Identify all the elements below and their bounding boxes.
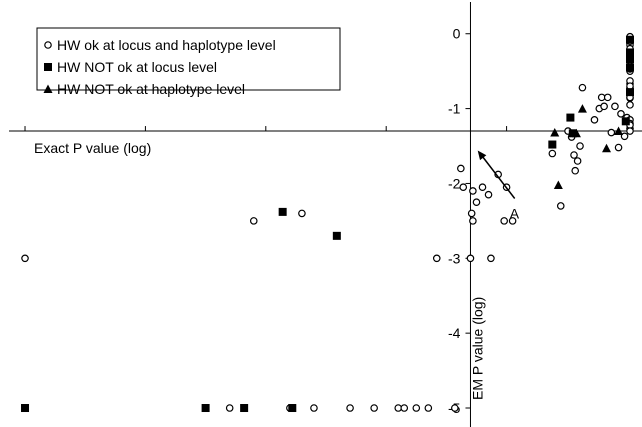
x-axis-label: Exact P value (log) bbox=[34, 140, 151, 156]
point-not-ok-locus bbox=[548, 140, 557, 149]
legend-label: HW NOT ok at locus level bbox=[57, 59, 217, 75]
legend-label: HW NOT ok at haplotype level bbox=[57, 81, 245, 97]
point-not-ok-locus bbox=[621, 117, 630, 126]
point-not-ok-haplotype bbox=[553, 180, 563, 189]
y-ticks: 0-1-2-3-4-5 bbox=[448, 26, 471, 416]
y-tick-label: 0 bbox=[453, 26, 461, 42]
y-tick-label: -4 bbox=[448, 325, 461, 341]
point-not-ok-locus bbox=[201, 404, 210, 413]
point-hw-ok bbox=[617, 110, 625, 118]
point-hw-ok bbox=[614, 143, 623, 152]
point-not-ok-locus bbox=[240, 404, 249, 413]
point-hw-ok bbox=[472, 198, 481, 206]
point-not-ok-locus bbox=[566, 113, 575, 122]
point-hw-ok bbox=[432, 254, 441, 263]
point-not-ok-haplotype bbox=[602, 143, 612, 153]
point-hw-ok bbox=[576, 142, 584, 150]
point-hw-ok bbox=[412, 404, 421, 412]
legend-marker bbox=[44, 41, 52, 49]
point-not-ok-locus bbox=[626, 88, 634, 97]
point-not-ok-locus bbox=[278, 207, 287, 216]
legend-label: HW ok at locus and haplotype level bbox=[57, 37, 276, 53]
y-tick-label: -1 bbox=[448, 101, 461, 117]
point-not-ok-locus bbox=[288, 404, 297, 413]
point-hw-ok bbox=[573, 157, 582, 165]
point-hw-ok bbox=[600, 102, 608, 111]
annotation-arrowhead bbox=[477, 150, 487, 161]
point-hw-ok bbox=[484, 190, 493, 199]
point-hw-ok bbox=[500, 217, 508, 225]
point-hw-ok bbox=[469, 217, 477, 225]
point-hw-ok bbox=[578, 83, 587, 92]
point-hw-ok bbox=[469, 187, 477, 195]
legend-items: HW ok at locus and haplotype level HW NOT… bbox=[43, 37, 276, 97]
point-not-ok-locus bbox=[21, 404, 30, 413]
annotation-arrow bbox=[481, 155, 516, 199]
point-hw-ok bbox=[548, 149, 557, 158]
point-hw-ok bbox=[556, 202, 565, 210]
point-hw-ok bbox=[626, 101, 634, 109]
point-hw-ok bbox=[370, 404, 378, 412]
point-hw-ok bbox=[603, 93, 612, 102]
point-hw-ok bbox=[424, 404, 433, 412]
legend-marker bbox=[44, 63, 52, 71]
annotation-a: A bbox=[477, 150, 520, 222]
legend-box bbox=[36, 27, 341, 91]
point-hw-ok bbox=[487, 254, 495, 263]
point-not-ok-locus bbox=[332, 231, 341, 240]
legend: HW ok at locus and haplotype level HW NOT… bbox=[36, 27, 341, 97]
point-hw-ok bbox=[310, 404, 318, 412]
axes: 0-1-2-3-4-5 bbox=[9, 2, 642, 427]
point-hw-ok bbox=[611, 102, 619, 111]
point-hw-ok bbox=[400, 404, 409, 412]
data-points bbox=[21, 32, 634, 413]
point-not-ok-locus bbox=[626, 63, 634, 72]
annotation-label: A bbox=[510, 206, 520, 222]
point-hw-ok bbox=[466, 254, 475, 263]
point-hw-ok bbox=[467, 209, 476, 218]
point-hw-ok bbox=[21, 254, 29, 263]
point-hw-ok bbox=[626, 127, 634, 135]
y-tick-label: -2 bbox=[448, 175, 461, 191]
point-hw-ok bbox=[607, 128, 616, 137]
y-axis-label: EM P value (log) bbox=[469, 297, 485, 400]
point-hw-ok bbox=[249, 217, 258, 225]
legend-marker bbox=[43, 84, 53, 93]
x-ticks bbox=[24, 126, 628, 132]
point-not-ok-locus bbox=[626, 55, 634, 64]
point-not-ok-haplotype bbox=[614, 126, 624, 136]
point-hw-ok bbox=[451, 404, 459, 412]
point-hw-ok bbox=[298, 209, 306, 218]
point-hw-ok bbox=[570, 151, 578, 159]
point-hw-ok bbox=[457, 164, 465, 173]
point-hw-ok bbox=[478, 183, 487, 191]
point-not-ok-locus bbox=[626, 35, 634, 44]
point-not-ok-haplotype bbox=[577, 104, 587, 113]
point-hw-ok bbox=[225, 404, 234, 412]
point-hw-ok bbox=[346, 404, 354, 412]
point-not-ok-locus bbox=[626, 48, 634, 57]
point-hw-ok bbox=[571, 166, 580, 175]
point-hw-ok bbox=[620, 132, 629, 141]
y-tick-label: -3 bbox=[448, 250, 461, 266]
point-hw-ok bbox=[590, 116, 599, 124]
point-not-ok-haplotype bbox=[571, 128, 581, 138]
point-not-ok-locus bbox=[568, 129, 577, 138]
point-not-ok-haplotype bbox=[550, 128, 560, 137]
point-hw-ok bbox=[508, 217, 517, 225]
point-hw-ok bbox=[459, 183, 468, 191]
